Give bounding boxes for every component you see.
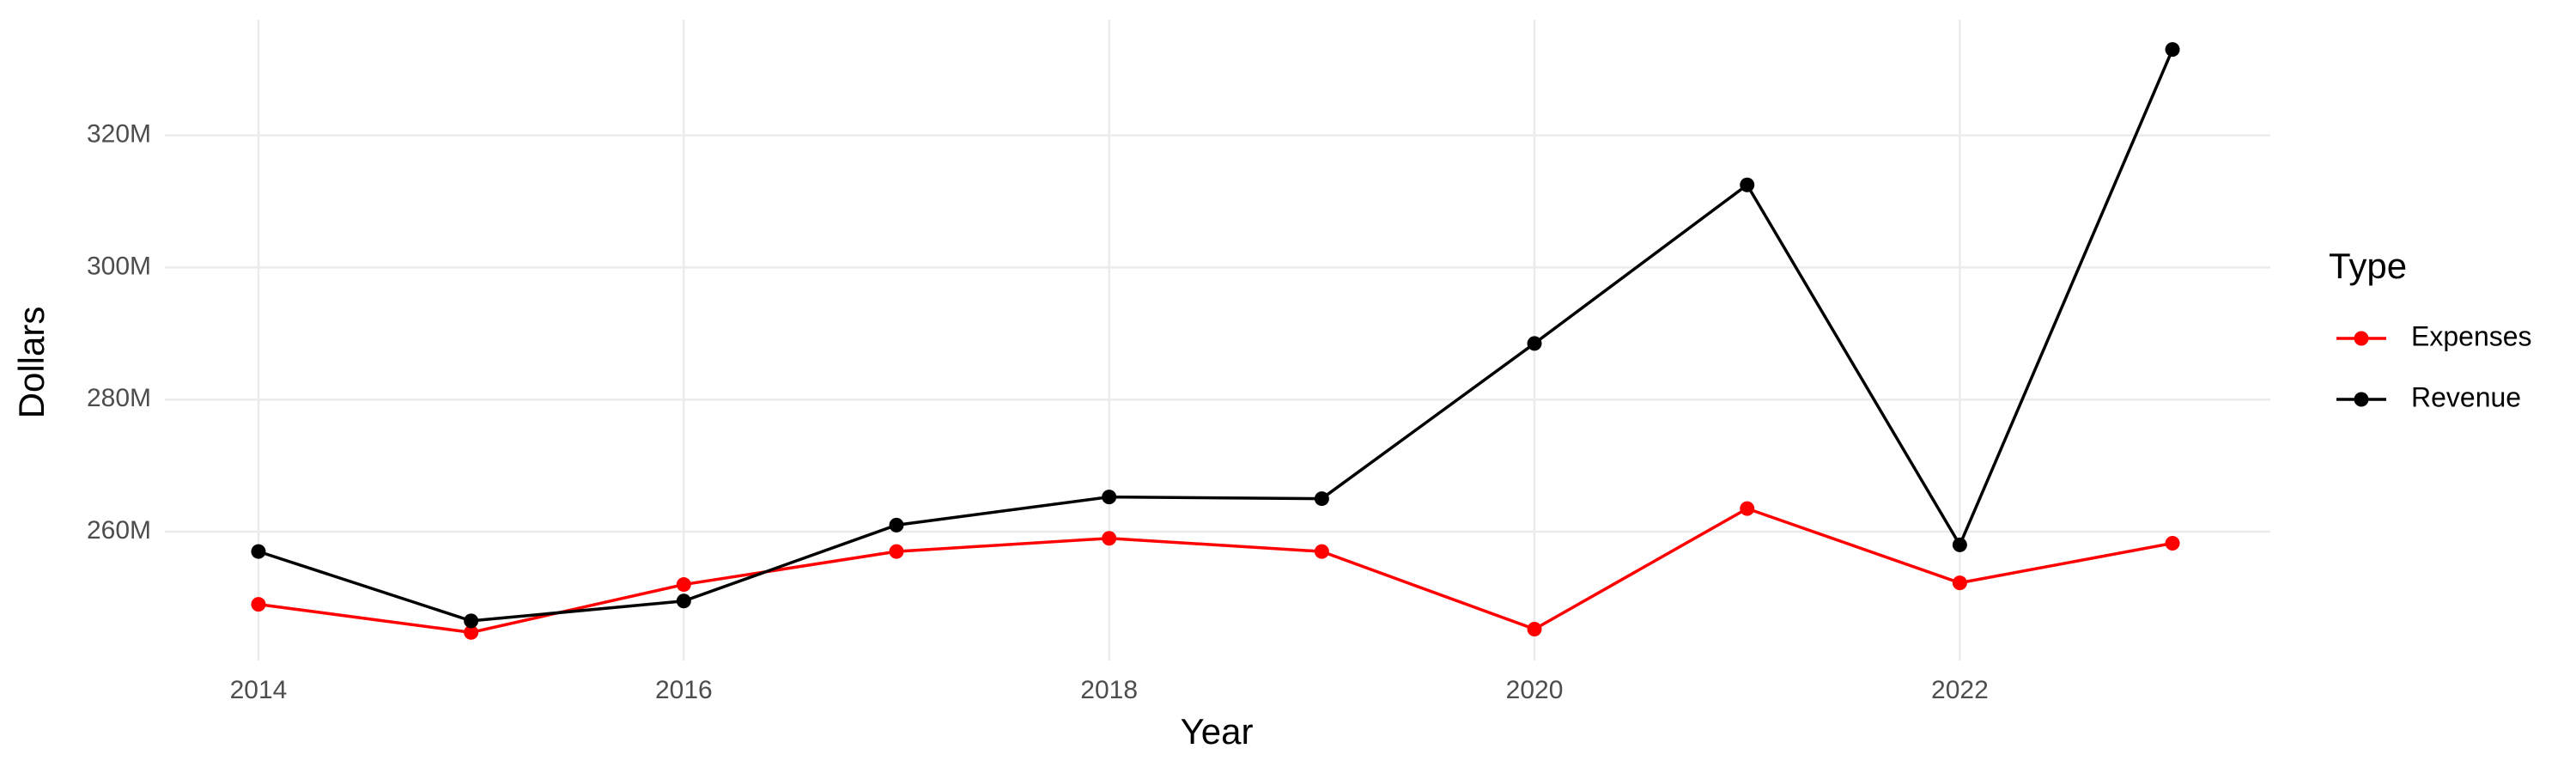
y-tick-label: 260M [87, 516, 151, 545]
y-tick-label: 300M [87, 252, 151, 280]
data-point [1952, 537, 1967, 552]
data-point [676, 593, 691, 609]
x-axis-title: Year [1181, 711, 1254, 752]
x-tick-label: 2022 [1931, 676, 1989, 704]
series-line [258, 507, 2173, 635]
x-tick-label: 2018 [1080, 676, 1138, 704]
x-tick-label: 2020 [1506, 676, 1564, 704]
data-point [2165, 42, 2180, 58]
data-point [676, 577, 691, 593]
data-point [2165, 535, 2180, 551]
legend-marker [2354, 392, 2369, 407]
data-point [889, 517, 904, 533]
legend-label: Expenses [2411, 320, 2532, 351]
data-point [1314, 491, 1329, 507]
data-point [464, 624, 479, 640]
legend-marker [2354, 331, 2369, 346]
data-point [1740, 177, 1755, 192]
data-point [1314, 544, 1329, 559]
data-point [1952, 575, 1967, 591]
x-tick-label: 2014 [230, 676, 288, 704]
data-point [464, 613, 479, 629]
x-tick-label: 2016 [655, 676, 713, 704]
series-line [258, 48, 2174, 623]
data-point [1740, 501, 1755, 516]
y-tick-label: 280M [87, 384, 151, 412]
y-axis-title: Dollars [11, 307, 52, 419]
data-point [1527, 621, 1542, 636]
data-point [251, 597, 266, 612]
legend-label: Revenue [2411, 381, 2521, 412]
data-point [889, 544, 904, 559]
data-point [1527, 336, 1542, 351]
y-tick-label: 320M [87, 120, 151, 149]
data-point [251, 544, 266, 559]
data-point [1102, 490, 1117, 505]
data-point [1102, 531, 1117, 546]
legend-title: Type [2329, 246, 2407, 286]
